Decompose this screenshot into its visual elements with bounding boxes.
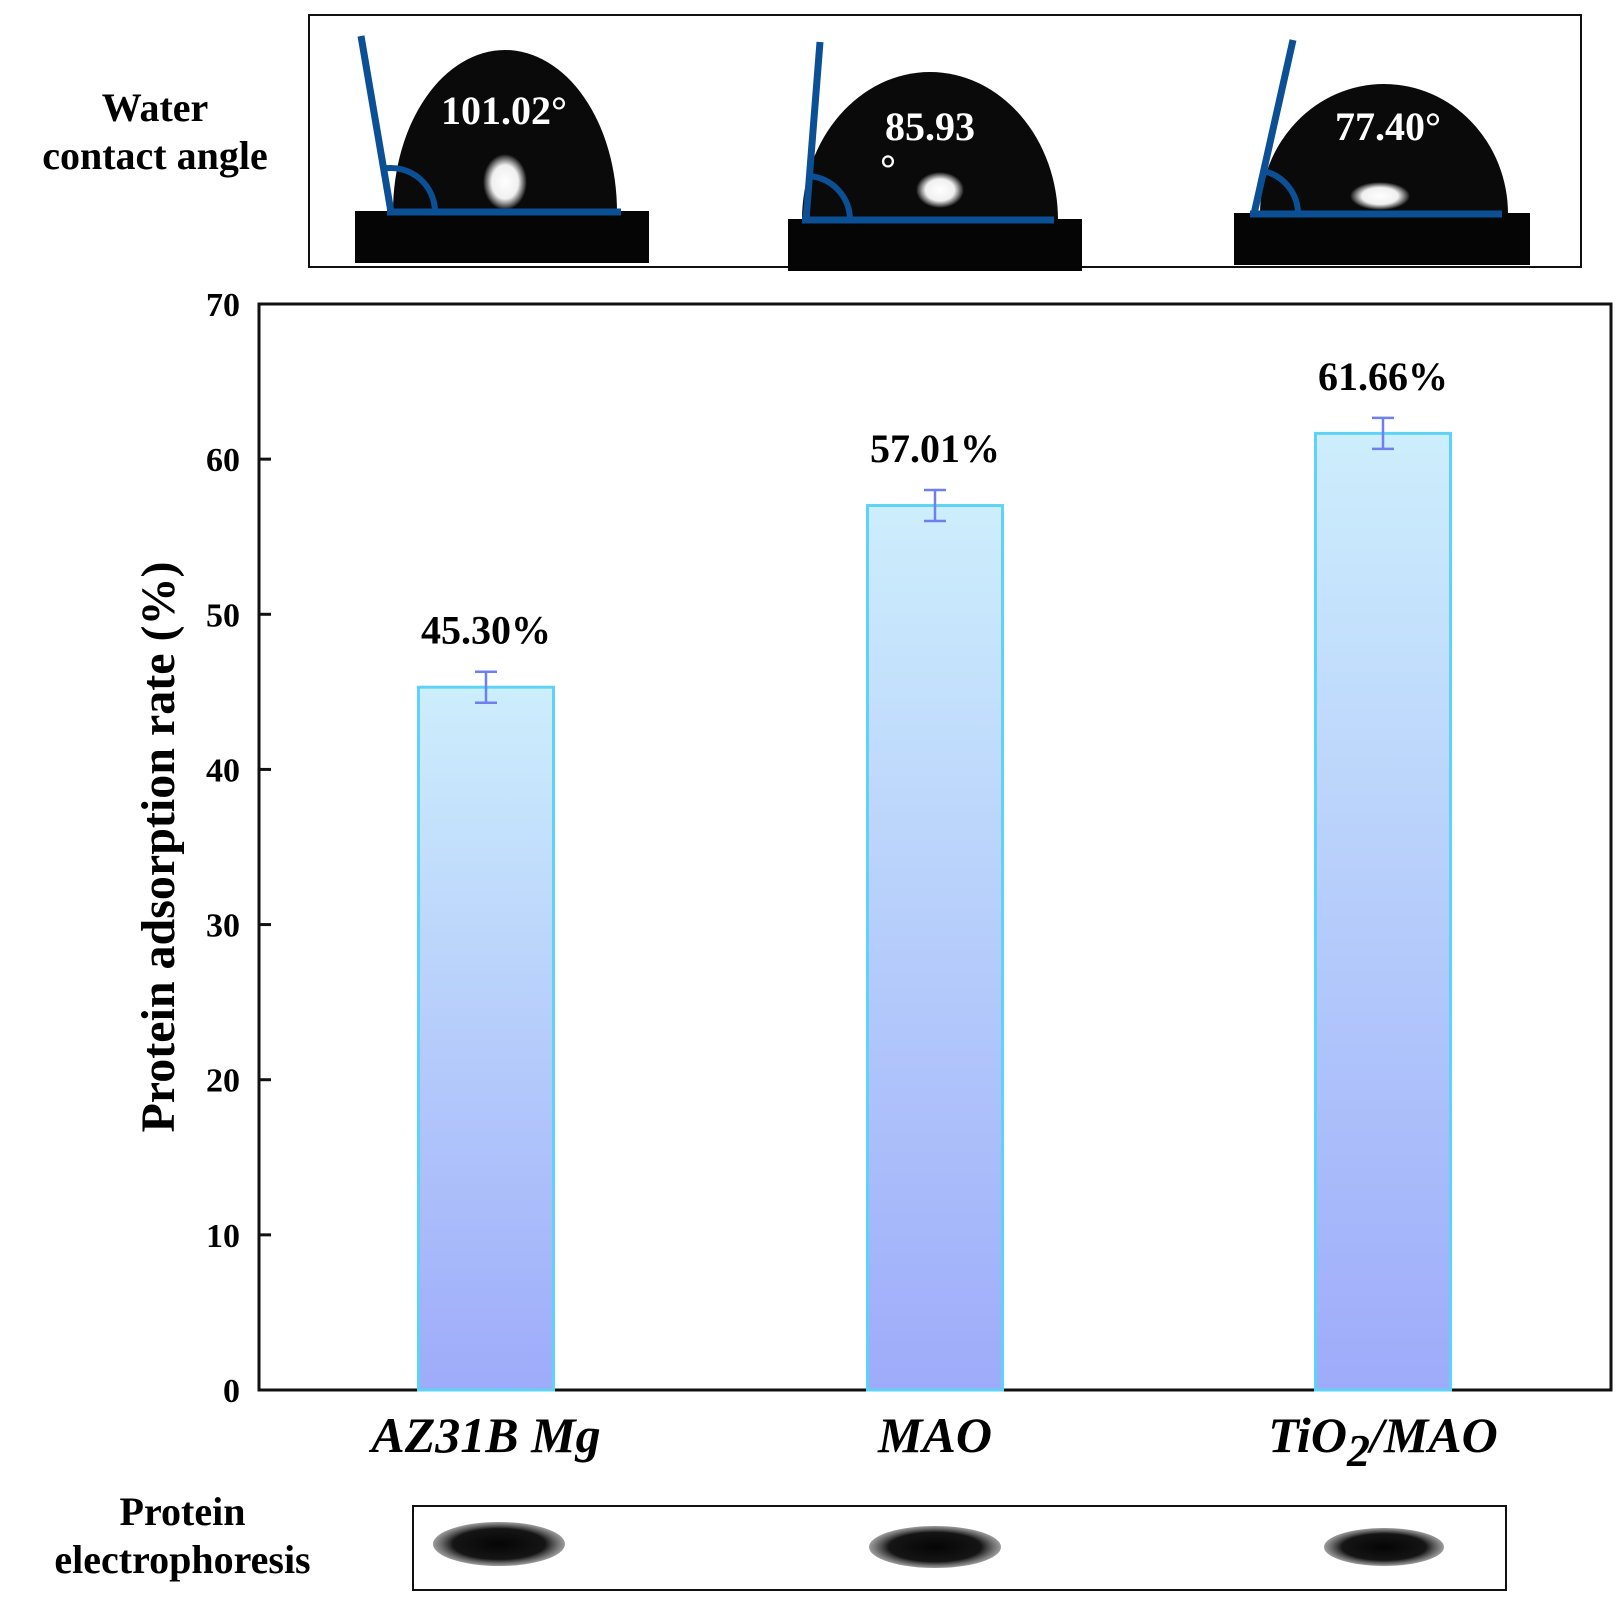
protein-electrophoresis-label-line-1: Protein [119, 1489, 246, 1534]
protein-electrophoresis-label: Protein electrophoresis [10, 1488, 355, 1584]
x-category-label: MAO [877, 1407, 992, 1463]
y-tick-label: 50 [206, 597, 240, 634]
error-bar [1372, 416, 1394, 451]
water-contact-angle-label: Water contact angle [10, 84, 300, 180]
contact-angle-value: 77.40° [1335, 104, 1441, 149]
contact-angle-degree-symbol: ° [880, 146, 896, 191]
y-axis: 0 10 20 30 40 50 60 70 [206, 287, 271, 1410]
electrophoresis-panel [412, 1505, 1507, 1591]
droplet [802, 72, 1058, 220]
bar [417, 685, 555, 1392]
droplet-highlight [483, 154, 527, 210]
angle-arc [383, 165, 438, 213]
angle-arc [809, 173, 853, 221]
bar [866, 504, 1004, 1392]
protein-electrophoresis-label-line-2: electrophoresis [54, 1537, 311, 1582]
protein-band [869, 1526, 1001, 1568]
tangent-line [802, 41, 824, 221]
droplet-images: 101.02° 85.93° 77.40° [355, 35, 1530, 271]
contact-angle-value: 101.02° [441, 88, 567, 133]
y-tick-label: 60 [206, 442, 240, 479]
angle-arc [1262, 168, 1301, 215]
bar [1314, 431, 1452, 1392]
droplet-image [355, 35, 649, 263]
substrate [788, 219, 1082, 271]
droplet-image [788, 41, 1082, 271]
tangent-line [1250, 39, 1297, 215]
protein-band [1324, 1528, 1444, 1566]
water-contact-angle-label-line-1: Water [101, 85, 209, 130]
bar-value-label: 61.66% [1318, 354, 1448, 399]
bar-value-label: 45.30% [421, 608, 551, 653]
y-tick-label: 20 [206, 1063, 240, 1100]
contact-angle-value: 85.93 [885, 104, 975, 149]
error-bar [475, 670, 497, 704]
droplet [1260, 84, 1508, 214]
x-category-label: AZ31B Mg [368, 1407, 600, 1463]
droplet-image [1234, 39, 1530, 265]
electrophoresis-bands [433, 1522, 1444, 1568]
x-category-label: TiO2/MAO [1268, 1407, 1498, 1476]
y-tick-label: 40 [206, 752, 240, 789]
tangent-line [357, 35, 395, 213]
y-axis-title: Protein adsorption rate (%) [132, 561, 185, 1132]
x-axis-labels: AZ31B Mg MAO TiO2/MAO [368, 1407, 1497, 1476]
bar-value-label: 57.01% [870, 426, 1000, 471]
protein-band [433, 1522, 565, 1566]
droplet [393, 50, 617, 212]
substrate [355, 211, 649, 263]
bars-group: 45.30% 57.01% 61.66% [417, 354, 1452, 1392]
droplet-highlight [1350, 182, 1410, 210]
y-tick-label: 30 [206, 908, 240, 945]
substrate [1234, 213, 1530, 265]
water-contact-angle-label-line-2: contact angle [42, 133, 268, 178]
y-tick-label: 70 [206, 287, 240, 324]
y-tick-label: 10 [206, 1218, 240, 1255]
droplet-highlight [916, 172, 964, 208]
error-bar [924, 488, 946, 523]
y-tick-label: 0 [223, 1373, 240, 1410]
